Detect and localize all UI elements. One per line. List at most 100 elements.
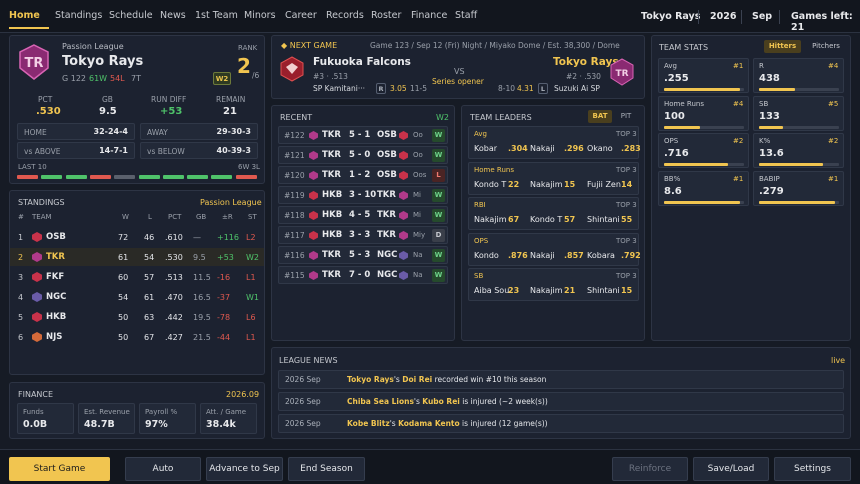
standings-run-diff: -37 bbox=[217, 293, 231, 302]
news-item[interactable]: 2026 Sep Tokyo Rays's Doi Rei recorded wi… bbox=[278, 370, 844, 389]
news-player: Doi Rei bbox=[402, 375, 433, 384]
standings-row[interactable]: 1 OSB 72 46 .610 — +116 L2 bbox=[10, 228, 264, 246]
team-logo-icon bbox=[32, 292, 42, 302]
news-live: live bbox=[831, 356, 846, 365]
league-name: Passion League bbox=[62, 42, 124, 51]
team-stat-bar-fill bbox=[664, 88, 740, 91]
auto-button[interactable]: Auto bbox=[125, 457, 201, 481]
save-load-button[interactable]: Save/Load bbox=[693, 457, 769, 481]
recent-game-row[interactable]: #120 TKR 1 - 2 OSB Oos L bbox=[278, 166, 448, 184]
team-stat-value: 100 bbox=[664, 110, 685, 122]
tab-roster[interactable]: Roster bbox=[371, 10, 402, 21]
pitcher-abbrev: Miy bbox=[413, 231, 426, 239]
divider bbox=[698, 10, 699, 24]
team-stat-cell: Avg #1 .255 bbox=[658, 58, 749, 93]
standings-gb: 21.5 bbox=[193, 333, 211, 342]
team-stats-title: TEAM STATS bbox=[659, 43, 709, 52]
team-logo-icon bbox=[309, 271, 318, 280]
standings-row[interactable]: 5 HKB 50 63 .442 19.5 -78 L6 bbox=[10, 308, 264, 326]
split-vs-above: vs ABOVE 14-7-1 bbox=[17, 142, 135, 159]
standings-streak: L2 bbox=[246, 233, 256, 242]
tab-1st-team[interactable]: 1st Team bbox=[195, 10, 238, 21]
news-connector: 's bbox=[389, 419, 399, 428]
team-stat-rank: #1 bbox=[828, 174, 839, 183]
standings-team: TKR bbox=[46, 252, 65, 262]
tab-hitters[interactable]: Hitters bbox=[764, 40, 801, 53]
tab-news[interactable]: News bbox=[160, 10, 186, 21]
news-item[interactable]: 2026 Sep Chiba Sea Lions's Kubo Rei is in… bbox=[278, 392, 844, 411]
advance-button[interactable]: Advance to Sep bbox=[206, 457, 283, 481]
news-text: Chiba Sea Lions's Kubo Rei is injured (~… bbox=[347, 397, 548, 406]
away-team: HKB bbox=[322, 210, 343, 220]
next-game-panel: ◆ NEXT GAME Game 123 / Sep 12 (Fri) Nigh… bbox=[271, 35, 645, 99]
recent-game-row[interactable]: #118 HKB 4 - 5 TKR Mi W bbox=[278, 206, 448, 224]
leader-top-label: TOP 3 bbox=[616, 130, 637, 138]
finance-date: 2026.09 bbox=[226, 390, 260, 399]
team-logo-icon bbox=[309, 131, 318, 140]
recent-game-row[interactable]: #117 HKB 3 - 3 TKR Miy D bbox=[278, 226, 448, 244]
standings-streak: W2 bbox=[246, 253, 259, 262]
standings-team: HKB bbox=[46, 312, 67, 322]
standings-run-diff: -78 bbox=[217, 313, 231, 322]
tab-staff[interactable]: Staff bbox=[455, 10, 478, 21]
recent-game-row[interactable]: #122 TKR 5 - 1 OSB Oo W bbox=[278, 126, 448, 144]
standings-l: 61 bbox=[144, 293, 155, 302]
home-team-name: Tokyo Rays bbox=[553, 56, 619, 68]
news-item[interactable]: 2026 Sep Kobe Blitz's Kodama Kento is inj… bbox=[278, 414, 844, 433]
last10-label: LAST 10 bbox=[18, 163, 47, 171]
tab-records[interactable]: Records bbox=[326, 10, 364, 21]
pitcher-abbrev: Mi bbox=[413, 191, 421, 199]
standings-row[interactable]: 6 NJS 50 67 .427 21.5 -44 L1 bbox=[10, 328, 264, 346]
recent-game-row[interactable]: #115 TKR 7 - 0 NGC Na W bbox=[278, 266, 448, 284]
reinforce-button[interactable]: Reinforce bbox=[612, 457, 688, 481]
leader-value: 22 bbox=[508, 179, 520, 189]
standings-row[interactable]: 3 FKF 60 57 .513 11.5 -16 L1 bbox=[10, 268, 264, 286]
standings-league: Passion League bbox=[200, 198, 262, 207]
standings-gb: 16.5 bbox=[193, 293, 211, 302]
away-team: TKR bbox=[322, 170, 341, 180]
games-played: G 122 bbox=[62, 74, 87, 83]
split-value: 32-24-4 bbox=[93, 127, 128, 136]
stat-label: REMAIN bbox=[216, 95, 246, 104]
stat-value-gb: 9.5 bbox=[99, 106, 117, 117]
next-game-title: ◆ NEXT GAME bbox=[281, 41, 338, 50]
settings-button[interactable]: Settings bbox=[774, 457, 851, 481]
tab-home[interactable]: Home bbox=[9, 10, 40, 21]
start-game-button[interactable]: Start Game bbox=[9, 457, 110, 481]
game-number: #122 bbox=[284, 131, 305, 140]
tab-minors[interactable]: Minors bbox=[244, 10, 276, 21]
leader-top-label: TOP 3 bbox=[616, 165, 637, 174]
standings-pct: .442 bbox=[165, 313, 183, 322]
tab-finance[interactable]: Finance bbox=[411, 10, 448, 21]
recent-game-row[interactable]: #116 TKR 5 - 3 NGC Na W bbox=[278, 246, 448, 264]
standings-team: OSB bbox=[46, 232, 66, 242]
recent-game-row[interactable]: #121 TKR 5 - 0 OSB Oo W bbox=[278, 146, 448, 164]
standings-w: 60 bbox=[118, 273, 129, 282]
end-season-button[interactable]: End Season bbox=[288, 457, 365, 481]
last10-result bbox=[187, 175, 209, 179]
home-sp-hand: L bbox=[538, 83, 548, 94]
tab-standings[interactable]: Standings bbox=[55, 10, 103, 21]
away-sp-hand: R bbox=[376, 83, 386, 94]
standings-rank: 5 bbox=[18, 313, 24, 322]
away-sp-era: 3.05 bbox=[390, 84, 407, 93]
news-description: is injured (~2 week(s)) bbox=[459, 397, 548, 406]
standings-row[interactable]: 2 TKR 61 54 .530 9.5 +53 W2 bbox=[10, 248, 264, 266]
tab-schedule[interactable]: Schedule bbox=[109, 10, 153, 21]
tab-career[interactable]: Career bbox=[285, 10, 317, 21]
tab-pitchers[interactable]: Pitchers bbox=[812, 42, 840, 50]
news-date: 2026 Sep bbox=[285, 397, 321, 406]
team-logo-icon bbox=[309, 151, 318, 160]
standings-streak: W1 bbox=[246, 293, 259, 302]
tab-bat[interactable]: BAT bbox=[588, 110, 612, 123]
leader-value: 21 bbox=[564, 286, 576, 295]
standings-row[interactable]: 4 NGC 54 61 .470 16.5 -37 W1 bbox=[10, 288, 264, 306]
recent-game-row[interactable]: #119 HKB 3 - 10 TKR Mi W bbox=[278, 186, 448, 204]
standings-rank: 4 bbox=[18, 293, 24, 302]
news-text: Tokyo Rays's Doi Rei recorded win #10 th… bbox=[347, 375, 546, 384]
team-logo-icon bbox=[309, 211, 318, 220]
team-stat-rank: #4 bbox=[733, 99, 744, 108]
finance-label: Att. / Game bbox=[206, 408, 247, 416]
svg-text:TR: TR bbox=[615, 69, 628, 79]
tab-pit[interactable]: PIT bbox=[620, 112, 632, 120]
